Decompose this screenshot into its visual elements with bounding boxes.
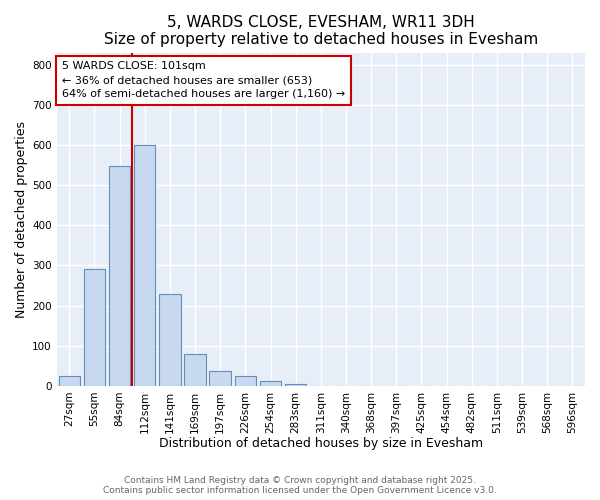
Bar [59, 376, 80, 386]
Bar [260, 381, 281, 386]
Bar [235, 376, 256, 386]
Text: Contains HM Land Registry data © Crown copyright and database right 2025.
Contai: Contains HM Land Registry data © Crown c… [103, 476, 497, 495]
Bar [209, 371, 231, 386]
X-axis label: Distribution of detached houses by size in Evesham: Distribution of detached houses by size … [159, 437, 483, 450]
Bar [83, 270, 105, 386]
Bar [159, 294, 181, 386]
Bar [134, 145, 155, 386]
Bar [285, 384, 307, 386]
Y-axis label: Number of detached properties: Number of detached properties [15, 121, 28, 318]
Bar [184, 354, 206, 386]
Bar [109, 166, 130, 386]
Text: 5 WARDS CLOSE: 101sqm
← 36% of detached houses are smaller (653)
64% of semi-det: 5 WARDS CLOSE: 101sqm ← 36% of detached … [62, 61, 345, 99]
Title: 5, WARDS CLOSE, EVESHAM, WR11 3DH
Size of property relative to detached houses i: 5, WARDS CLOSE, EVESHAM, WR11 3DH Size o… [104, 15, 538, 48]
